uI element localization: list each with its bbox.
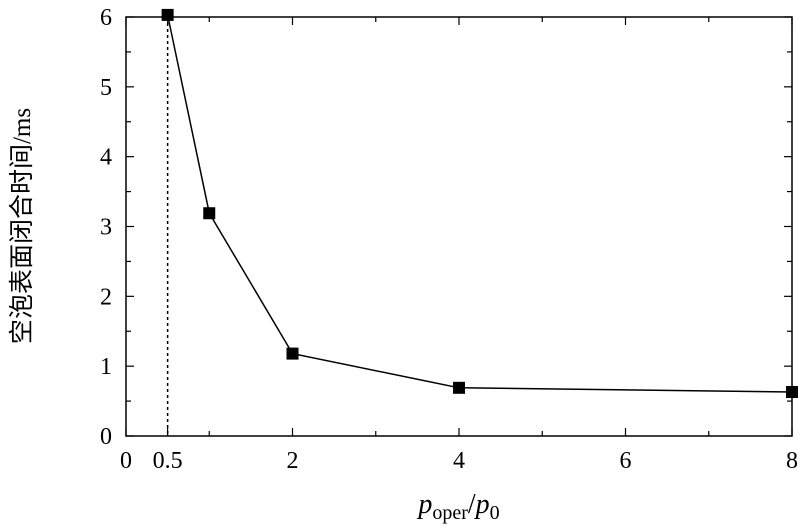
x-tick-label-5: 8 [786, 448, 798, 474]
x-tick-label-0: 0 [120, 448, 132, 474]
x-axis-title-p: p [416, 489, 432, 520]
data-point-1 [203, 207, 216, 220]
axis-ticks [125, 16, 793, 437]
x-tick-label-4: 6 [620, 448, 632, 474]
axis-tick-labels: 0 0.5 2 4 6 8 0 1 2 3 4 5 6 [100, 5, 798, 474]
x-axis-title-slash: / [468, 489, 476, 520]
data-point-3 [453, 381, 465, 394]
x-tick-label-1: 0.5 [153, 448, 183, 474]
x-tick-label-2: 2 [287, 448, 299, 474]
x-axis-title-sub-oper: oper [432, 502, 468, 524]
x-axis-title-p0: p [474, 489, 490, 520]
series-0-line [166, 14, 793, 393]
plot-frame [125, 16, 793, 437]
y-tick-label-6: 6 [100, 5, 112, 31]
y-tick-label-2: 2 [100, 284, 112, 310]
data-point-2 [286, 347, 299, 360]
series-group [161, 8, 798, 399]
x-axis-title-sub-0: 0 [490, 502, 500, 524]
y-tick-label-3: 3 [100, 215, 112, 241]
y-tick-label-0: 0 [100, 424, 112, 450]
x-tick-label-3: 4 [453, 448, 465, 474]
y-tick-label-5: 5 [100, 75, 112, 101]
y-axis-title: 空泡表面闭合时间/ms [8, 108, 36, 344]
y-tick-label-1: 1 [100, 354, 112, 380]
data-point-0 [161, 8, 174, 21]
x-axis-title: poper/p0 [416, 489, 499, 524]
data-point-4 [786, 386, 798, 399]
y-tick-label-4: 4 [100, 145, 112, 171]
